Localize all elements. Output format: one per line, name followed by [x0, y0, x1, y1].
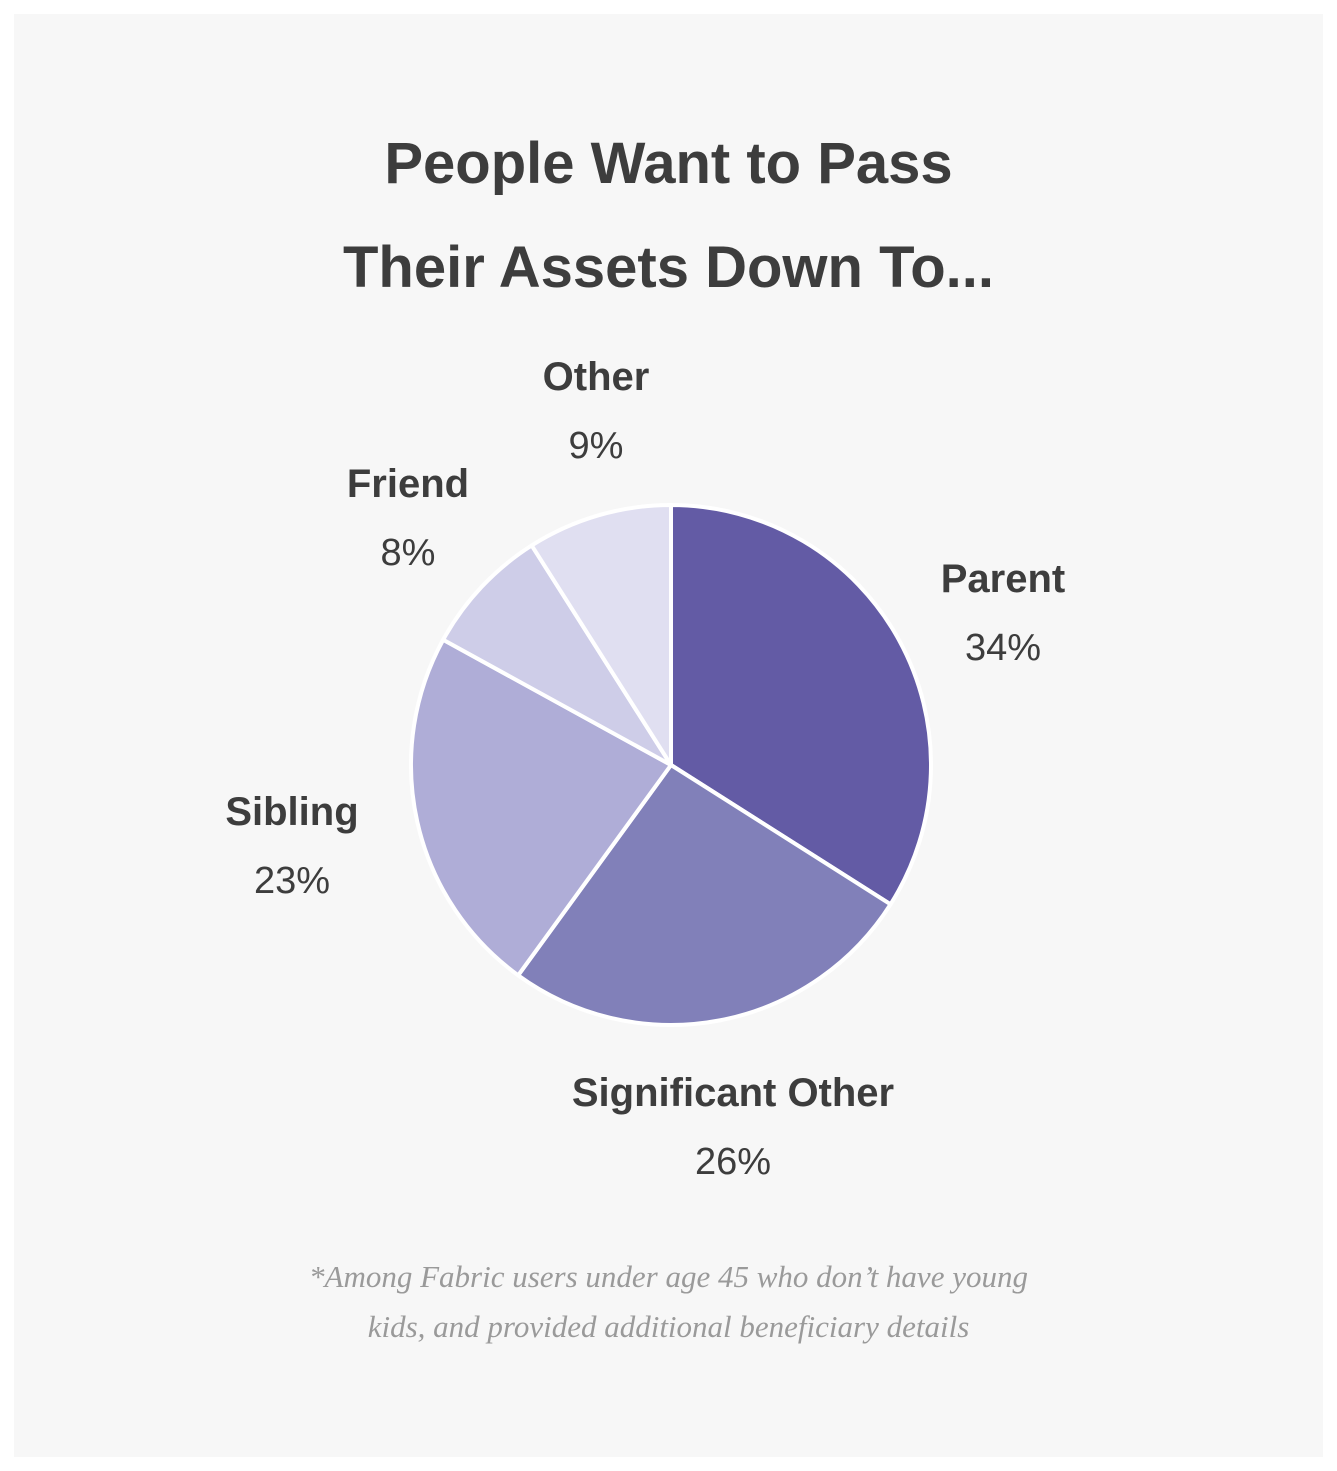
slice-value-other: 9% — [569, 425, 624, 467]
chart-title-line-2: Their Assets Down To... — [343, 235, 994, 300]
footnote-line-2: kids, and provided additional beneficiar… — [367, 1309, 970, 1344]
footnote: *Among Fabric users under age 45 who don… — [0, 1252, 1337, 1352]
slice-label-parent: Parent — [941, 557, 1066, 601]
chart-title-line-1: People Want to Pass — [384, 131, 953, 196]
slice-label-other: Other — [543, 355, 650, 399]
pie-slice-other — [529, 503, 673, 767]
slice-value-parent: 34% — [965, 627, 1041, 669]
slice-value-significant-other: 26% — [695, 1141, 771, 1183]
slice-value-sibling: 23% — [254, 860, 330, 902]
chart-title: People Want to Pass Their Assets Down To… — [0, 112, 1337, 320]
pie-slice-friend — [441, 543, 673, 767]
pie-labels: Parent 34% Significant Other 26% Sibling 23% F… — [225, 355, 1065, 1183]
footnote-line-1: *Among Fabric users under age 45 who don… — [309, 1259, 1028, 1294]
slice-label-significant-other: Significant Other — [572, 1071, 894, 1115]
slice-label-friend: Friend — [347, 462, 469, 506]
pie-slice-sibling — [409, 637, 673, 978]
pie-slices — [409, 503, 933, 1027]
slice-label-sibling: Sibling — [225, 790, 358, 834]
slice-value-friend: 8% — [381, 532, 436, 574]
pie-slice-significant-other — [516, 763, 893, 1027]
